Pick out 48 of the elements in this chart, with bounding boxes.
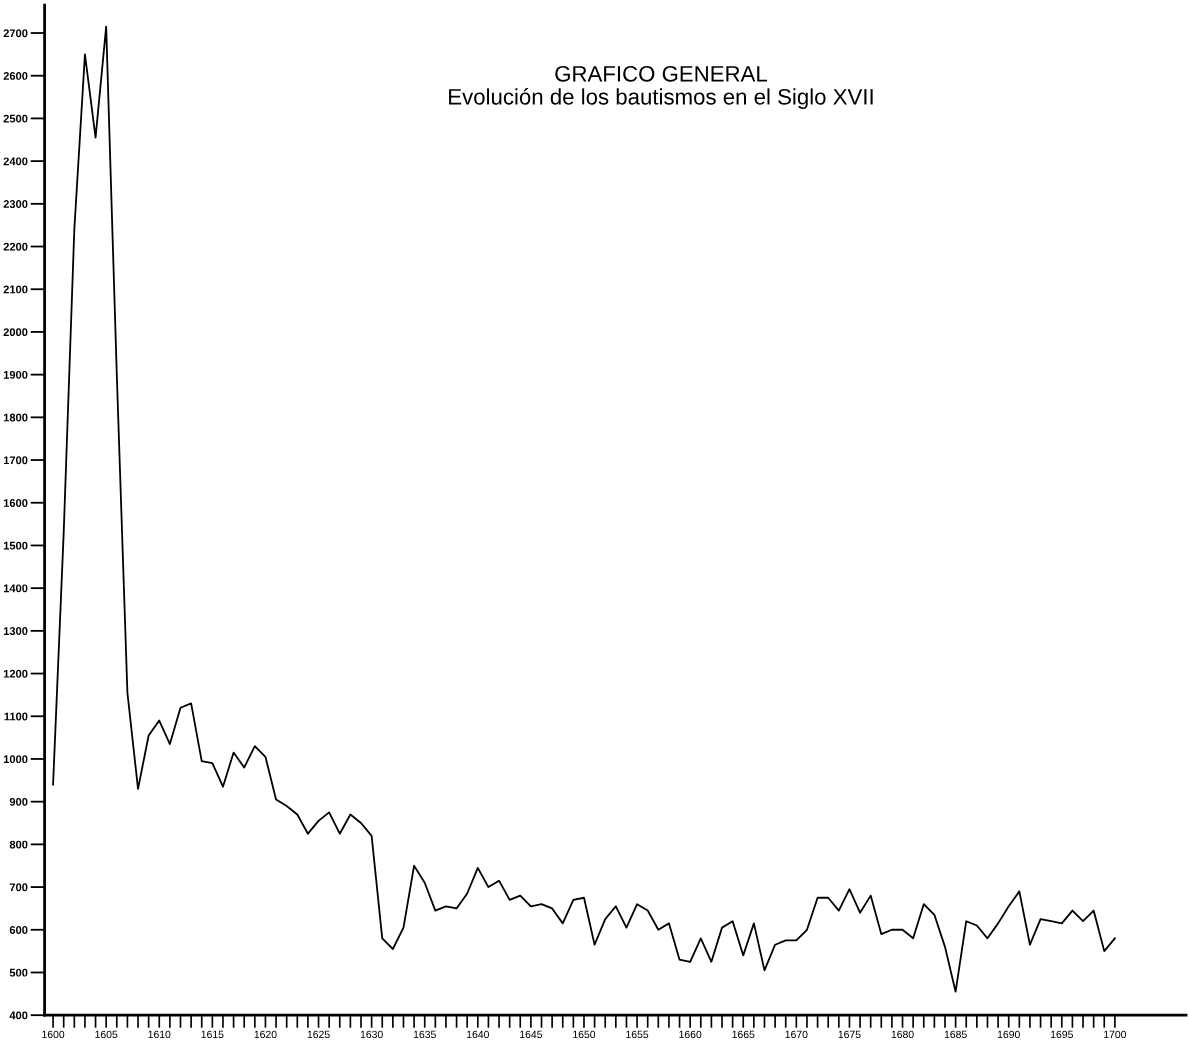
x-tick-label: 1670 (785, 1030, 808, 1039)
x-tick-label: 1635 (413, 1030, 436, 1039)
y-tick-label: 900 (9, 797, 28, 806)
text: Evolución de los bautismos en el Siglo XVII (449, 88, 873, 110)
x-tick-label: 1605 (95, 1030, 118, 1039)
y-tick-label: 500 (9, 968, 28, 977)
y-tick-label: 1500 (3, 541, 28, 550)
y-tick-label: 1200 (3, 669, 28, 678)
x-tick-label: 1615 (201, 1030, 224, 1039)
x-tick-label: 1700 (1104, 1030, 1127, 1039)
y-tick-label: 2300 (3, 200, 28, 208)
x-tick-label: 1600 (42, 1030, 65, 1039)
y-tick-label: 2400 (3, 157, 28, 166)
y-tick-label: 2500 (3, 114, 28, 123)
y-tick-label: 800 (9, 840, 28, 849)
x-tick-label: 1630 (360, 1030, 383, 1039)
y-tick-label: 1900 (3, 370, 28, 379)
x-tick-label: 1655 (626, 1030, 649, 1039)
text: GRAFICO GENERAL (555, 65, 768, 82)
y-tick-label: 1400 (3, 584, 28, 593)
y-tick-label: 400 (9, 1011, 28, 1020)
y-tick-label: 1600 (3, 499, 28, 507)
x-tick-label: 1650 (573, 1030, 596, 1039)
x-tick-label: 1625 (307, 1030, 330, 1039)
y-tick-label: 1700 (3, 456, 28, 465)
x-tick-label: 1660 (679, 1030, 702, 1039)
x-tick-label: 1690 (997, 1030, 1020, 1039)
y-tick-label: 2000 (3, 328, 28, 337)
x-tick-label: 1675 (838, 1030, 861, 1039)
x-tick-label: 1680 (891, 1030, 914, 1039)
x-tick-label: 1665 (732, 1030, 755, 1039)
y-tick-label: 2100 (3, 285, 28, 294)
y-tick-label: 600 (9, 926, 28, 934)
x-tick-label: 1640 (467, 1030, 489, 1039)
y-tick-label: 1800 (3, 413, 28, 422)
y-tick-label: 1100 (4, 712, 28, 721)
y-tick-label: 2200 (3, 242, 28, 251)
y-tick-label: 2600 (3, 71, 28, 80)
y-tick-label: 2700 (3, 29, 28, 38)
x-tick-label: 1695 (1051, 1030, 1073, 1039)
x-tick-label: 1645 (520, 1030, 543, 1039)
x-tick-label: 1620 (254, 1030, 277, 1039)
y-tick-label: 700 (9, 883, 28, 892)
y-tick-label: 1000 (3, 755, 28, 764)
line-series (52, 25, 1116, 993)
x-tick-label: 1685 (944, 1030, 967, 1039)
x-tick-label: 1610 (148, 1030, 171, 1039)
y-tick-label: 1300 (3, 627, 28, 636)
